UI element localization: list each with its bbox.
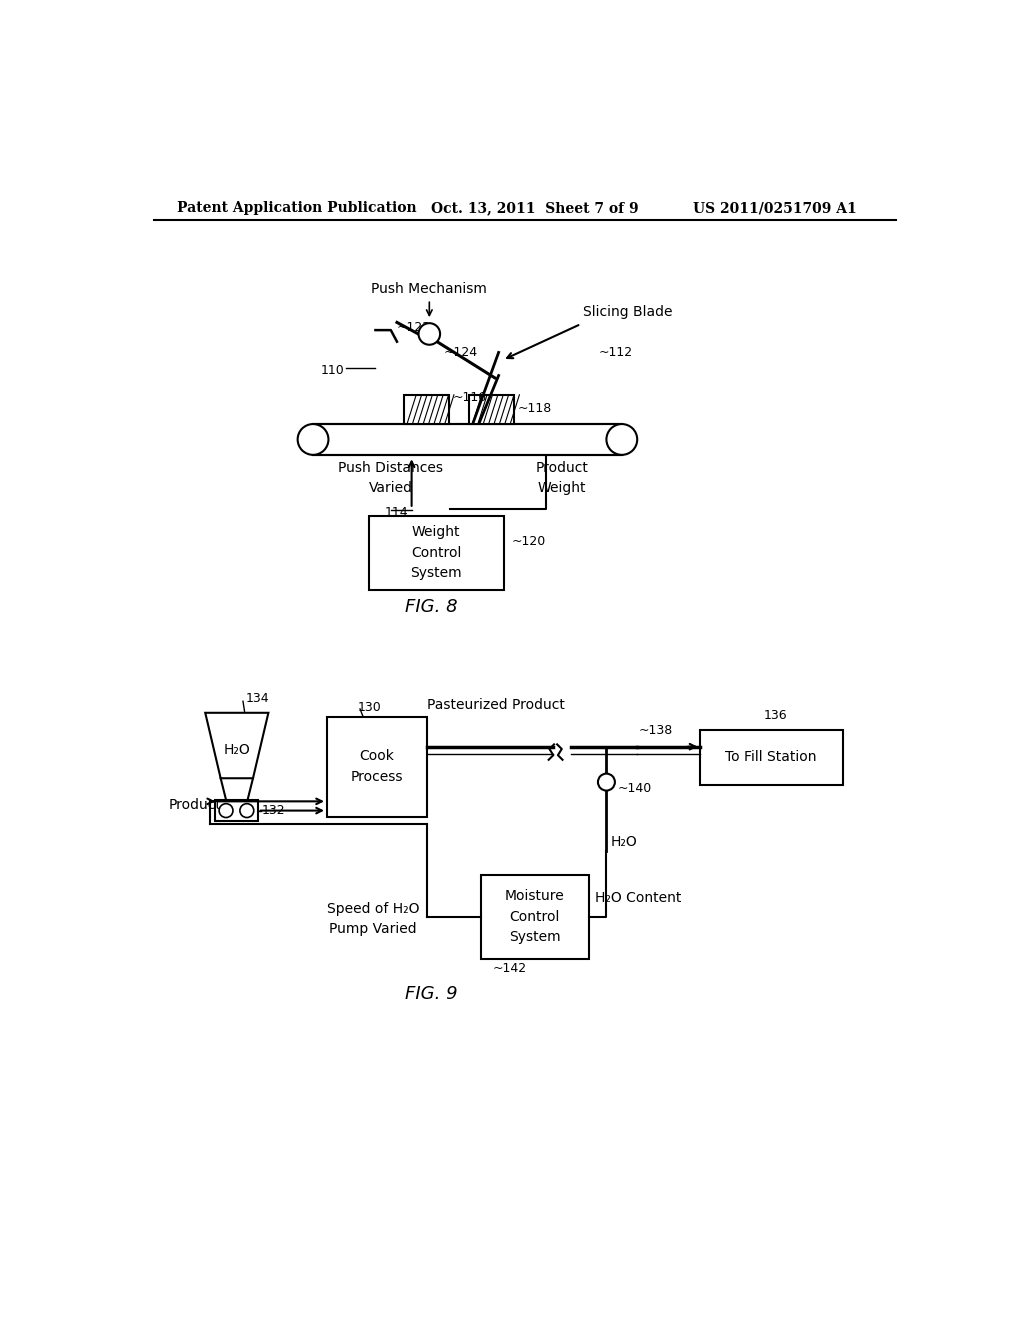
- Text: Product: Product: [169, 799, 222, 812]
- Text: ~140: ~140: [617, 781, 651, 795]
- Text: 114: 114: [385, 506, 409, 519]
- Text: 132: 132: [261, 804, 285, 817]
- Text: ~138: ~138: [639, 723, 673, 737]
- Text: Cook
Process: Cook Process: [350, 750, 403, 784]
- Circle shape: [298, 424, 329, 455]
- Bar: [370, 516, 504, 590]
- Text: ~120: ~120: [512, 535, 546, 548]
- Text: 130: 130: [357, 701, 382, 714]
- Text: Push Distances
Varied: Push Distances Varied: [338, 461, 443, 495]
- Text: H₂O Content: H₂O Content: [595, 891, 681, 904]
- Text: Moisture
Control
System: Moisture Control System: [505, 890, 564, 944]
- Text: Push Mechanism: Push Mechanism: [372, 282, 487, 296]
- Text: Slicing Blade: Slicing Blade: [584, 305, 673, 319]
- Text: 136: 136: [764, 709, 787, 722]
- Text: To Fill Station: To Fill Station: [725, 751, 817, 764]
- Text: Pasteurized Product: Pasteurized Product: [427, 698, 565, 711]
- Text: H₂O: H₂O: [610, 836, 637, 849]
- Text: ~124: ~124: [443, 346, 477, 359]
- Text: ~142: ~142: [493, 962, 526, 975]
- Circle shape: [240, 804, 254, 817]
- Text: ~116: ~116: [453, 391, 486, 404]
- Text: H₂O: H₂O: [223, 743, 250, 756]
- Text: ~122: ~122: [396, 321, 430, 334]
- Bar: [700, 730, 843, 785]
- Polygon shape: [205, 713, 268, 779]
- Text: Patent Application Publication: Patent Application Publication: [177, 202, 417, 215]
- Text: 110: 110: [321, 364, 345, 378]
- Bar: [403, 395, 449, 424]
- Circle shape: [598, 774, 614, 791]
- Bar: [215, 800, 258, 821]
- Circle shape: [219, 804, 233, 817]
- Text: 134: 134: [246, 693, 269, 705]
- Text: Oct. 13, 2011  Sheet 7 of 9: Oct. 13, 2011 Sheet 7 of 9: [431, 202, 639, 215]
- Text: US 2011/0251709 A1: US 2011/0251709 A1: [692, 202, 856, 215]
- Text: Product
Weight: Product Weight: [536, 461, 588, 495]
- Bar: [313, 424, 622, 455]
- Text: FIG. 9: FIG. 9: [404, 985, 457, 1003]
- Bar: [481, 875, 589, 960]
- Text: FIG. 8: FIG. 8: [404, 598, 457, 615]
- Text: Speed of H₂O
Pump Varied: Speed of H₂O Pump Varied: [327, 903, 420, 936]
- Text: ~118: ~118: [518, 403, 552, 416]
- Bar: [327, 717, 427, 817]
- Circle shape: [606, 424, 637, 455]
- Circle shape: [419, 323, 440, 345]
- Bar: [469, 395, 514, 424]
- Text: Weight
Control
System: Weight Control System: [411, 525, 462, 581]
- Text: ~112: ~112: [599, 346, 633, 359]
